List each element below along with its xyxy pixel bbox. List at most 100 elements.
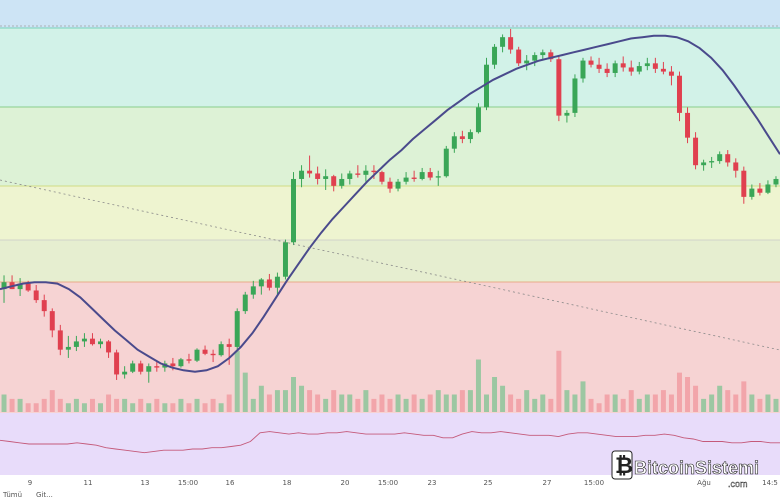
candle-body [435, 176, 441, 178]
fib-band [0, 28, 780, 107]
x-tick-label: 16 [226, 479, 235, 487]
x-tick-label: 20 [341, 479, 350, 487]
candle-body [234, 311, 240, 347]
volume-bar [484, 394, 489, 412]
candle-body [427, 172, 433, 178]
candle-body [532, 55, 538, 61]
candle-body [226, 344, 232, 347]
candle-body [676, 75, 682, 113]
volume-bar [130, 403, 136, 412]
volume-bar [363, 390, 369, 412]
volume-bar [299, 385, 305, 412]
candle-body [130, 363, 136, 372]
candle-body [580, 60, 586, 79]
candle-body [194, 349, 200, 361]
volume-bar [323, 398, 329, 412]
volume-bar [644, 394, 650, 412]
candle-body [644, 63, 650, 67]
candle-body [403, 177, 409, 182]
candle-body [186, 359, 192, 361]
volume-bar [307, 390, 313, 412]
candle-body [636, 66, 642, 72]
candle-body [89, 338, 95, 345]
candle-body [98, 341, 104, 345]
volume-bar [41, 398, 47, 412]
x-tick-label: 27 [543, 479, 552, 487]
candle-body [73, 341, 79, 347]
candle-body [355, 173, 361, 175]
candle-body [556, 59, 562, 116]
volume-bar [331, 390, 337, 412]
candle-body [307, 170, 313, 174]
candle-body [266, 279, 272, 288]
candle-body [33, 290, 39, 301]
x-tick-label: Ağu [697, 479, 711, 487]
candle-body [564, 112, 570, 116]
candle-body [363, 170, 369, 175]
candle-body [741, 170, 747, 197]
volume-bar [114, 398, 120, 412]
candle-body [291, 178, 296, 243]
candle-body [540, 52, 546, 56]
volume-bar [315, 394, 321, 412]
volume-bar [395, 394, 401, 412]
volume-bar [492, 377, 498, 412]
candle-body [524, 60, 530, 64]
bottom-left-label: Tümü [2, 491, 22, 499]
volume-bar [98, 403, 104, 412]
candle-body [395, 181, 401, 189]
volume-bar [122, 398, 128, 412]
volume-bar [701, 398, 707, 412]
rsi-line [0, 431, 780, 454]
volume-bar [138, 398, 144, 412]
candle-body [282, 242, 288, 277]
volume-bar [379, 394, 385, 412]
candle-body [516, 49, 522, 64]
candle-body [612, 63, 618, 73]
candle-body [717, 154, 723, 162]
candle-body [1, 282, 7, 290]
candle-body [178, 359, 184, 367]
x-tick-label: 25 [484, 479, 493, 487]
candle-body [492, 46, 498, 65]
candle-body [725, 154, 731, 163]
volume-bar [467, 390, 473, 412]
volume-bar [475, 359, 481, 412]
volume-bar [258, 385, 264, 412]
svg-text:₿: ₿ [615, 454, 633, 479]
candle-body [773, 178, 779, 185]
volume-bar [733, 394, 739, 412]
x-tick-label: 14:5 [762, 479, 778, 487]
candle-body [668, 71, 674, 76]
bitcoinsistemi-logo: ₿ BitcoinSistemi .com [611, 450, 759, 489]
candle-body [57, 330, 63, 350]
volume-bar [9, 398, 15, 412]
volume-bar [588, 398, 594, 412]
volume-bar [773, 398, 779, 412]
volume-bar [274, 390, 280, 412]
candle-body [596, 64, 602, 69]
volume-bar [218, 403, 224, 412]
candle-body [210, 353, 216, 356]
volume-bar [757, 398, 763, 412]
volume-bar [596, 403, 602, 412]
volume-bar [1, 394, 7, 412]
volume-bar [604, 394, 610, 412]
x-tick-label: 15:00 [378, 479, 398, 487]
volume-bar [371, 398, 377, 412]
x-tick-label: 11 [84, 479, 93, 487]
x-tick-label: 18 [283, 479, 292, 487]
x-tick-label: 15:00 [584, 479, 604, 487]
volume-bar [427, 394, 433, 412]
volume-bar [242, 372, 248, 412]
volume-bar [339, 394, 345, 412]
candle-body [202, 349, 208, 354]
volume-bar [572, 394, 578, 412]
candle-body [475, 107, 481, 133]
bottom-left-label: Git... [36, 491, 53, 499]
fib-band [0, 282, 780, 413]
volume-bar [652, 394, 658, 412]
volume-bar [693, 385, 699, 412]
x-tick-label: 15:00 [178, 479, 198, 487]
volume-bars [1, 350, 779, 412]
